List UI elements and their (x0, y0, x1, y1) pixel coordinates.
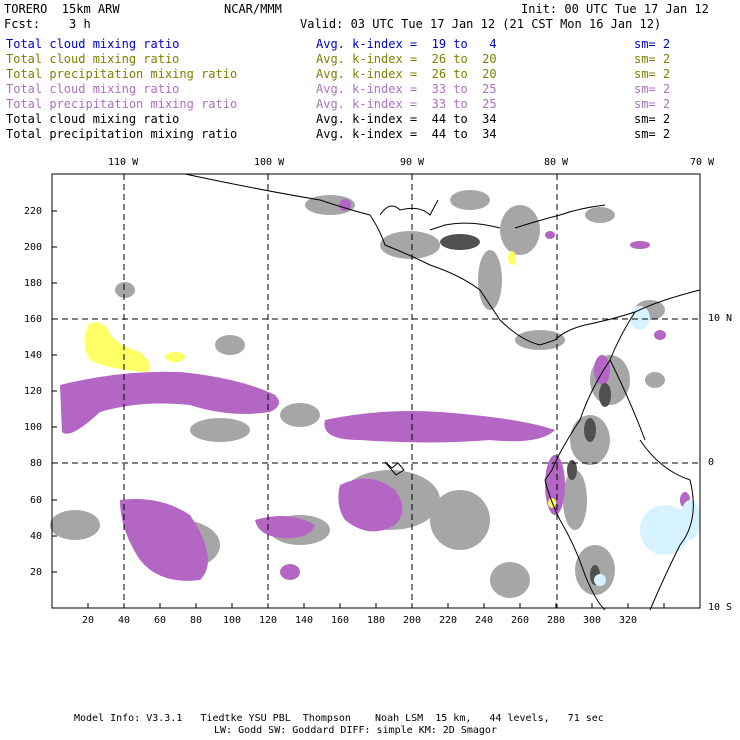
x-tick-label: 300 (583, 615, 602, 626)
x-tick-label: 20 (82, 615, 95, 626)
legend-sm-1: sm= 2 (634, 52, 671, 66)
legend-index-1: Avg. k-index = 26 to 20 (316, 52, 497, 66)
x-tick-label: 120 (259, 615, 278, 626)
axis-ticks (52, 210, 665, 608)
center-name: NCAR/MMM (224, 2, 282, 16)
lat-label-0: 0 (708, 457, 715, 468)
x-tick-label: 60 (154, 615, 167, 626)
y-tick-label: 140 (24, 350, 43, 361)
x-tick-label: 40 (118, 615, 131, 626)
legend-field-6: Total precipitation mixing ratio (6, 127, 238, 141)
x-tick-label: 260 (511, 615, 530, 626)
x-tick-label: 160 (331, 615, 350, 626)
legend-sm-0: sm= 2 (634, 37, 671, 51)
legend-index-3: Avg. k-index = 33 to 25 (316, 82, 497, 96)
legend-index-2: Avg. k-index = 26 to 20 (316, 67, 497, 81)
valid-time: Valid: 03 UTC Tue 17 Jan 12 (21 CST Mon … (300, 17, 662, 31)
x-tick-label: 200 (403, 615, 422, 626)
model-name: TORERO 15km ARW (4, 2, 120, 16)
legend-field-1: Total cloud mixing ratio (6, 52, 180, 66)
cloud-shading (50, 190, 700, 598)
legend-index-0: Avg. k-index = 19 to 4 (316, 37, 497, 51)
lon-label-100w: 100 W (254, 157, 285, 168)
legend-sm-5: sm= 2 (634, 112, 671, 126)
y-tick-label: 180 (24, 278, 43, 289)
lat-label-10s: 10 S (708, 602, 733, 613)
y-tick-label: 20 (30, 567, 43, 578)
y-tick-label: 60 (30, 495, 43, 506)
y-tick-label: 200 (24, 242, 43, 253)
legend-field-2: Total precipitation mixing ratio (6, 67, 238, 81)
x-tick-label: 320 (619, 615, 638, 626)
lon-label-70w: 70 W (690, 157, 715, 168)
init-time: Init: 00 UTC Tue 17 Jan 12 (521, 2, 709, 16)
coastline (184, 173, 701, 611)
model-info: Model Info: V3.3.1 Tiedtke YSU PBL Thomp… (74, 713, 604, 724)
x-tick-label: 240 (475, 615, 494, 626)
legend-index-6: Avg. k-index = 44 to 34 (316, 127, 497, 141)
lat-label-10n: 10 N (708, 313, 733, 324)
x-tick-label: 220 (439, 615, 458, 626)
x-tick-label: 180 (367, 615, 386, 626)
y-tick-label: 220 (24, 206, 43, 217)
legend-sm-4: sm= 2 (634, 97, 671, 111)
legend-field-5: Total cloud mixing ratio (6, 112, 180, 126)
y-tick-label: 160 (24, 314, 43, 325)
y-tick-label: 100 (24, 422, 43, 433)
x-tick-label: 100 (223, 615, 242, 626)
forecast-hour: Fcst: 3 h (4, 17, 91, 31)
legend-field-4: Total precipitation mixing ratio (6, 97, 238, 111)
legend-index-4: Avg. k-index = 33 to 25 (316, 97, 497, 111)
legend-sm-6: sm= 2 (634, 127, 671, 141)
legend-sm-3: sm= 2 (634, 82, 671, 96)
y-tick-label: 40 (30, 531, 43, 542)
lon-label-90w: 90 W (400, 157, 425, 168)
y-tick-label: 120 (24, 386, 43, 397)
physics-info: LW: Godd SW: Goddard DIFF: simple KM: 2D… (214, 725, 497, 736)
legend-field-3: Total cloud mixing ratio (6, 82, 180, 96)
legend-sm-2: sm= 2 (634, 67, 671, 81)
x-tick-label: 140 (295, 615, 314, 626)
graticule (52, 174, 700, 608)
legend-field-0: Total cloud mixing ratio (6, 37, 180, 51)
lon-label-110w: 110 W (108, 157, 139, 168)
lon-label-80w: 80 W (544, 157, 569, 168)
y-tick-label: 80 (30, 458, 43, 469)
x-tick-label: 280 (547, 615, 566, 626)
x-tick-label: 80 (190, 615, 203, 626)
legend-index-5: Avg. k-index = 44 to 34 (316, 112, 497, 126)
